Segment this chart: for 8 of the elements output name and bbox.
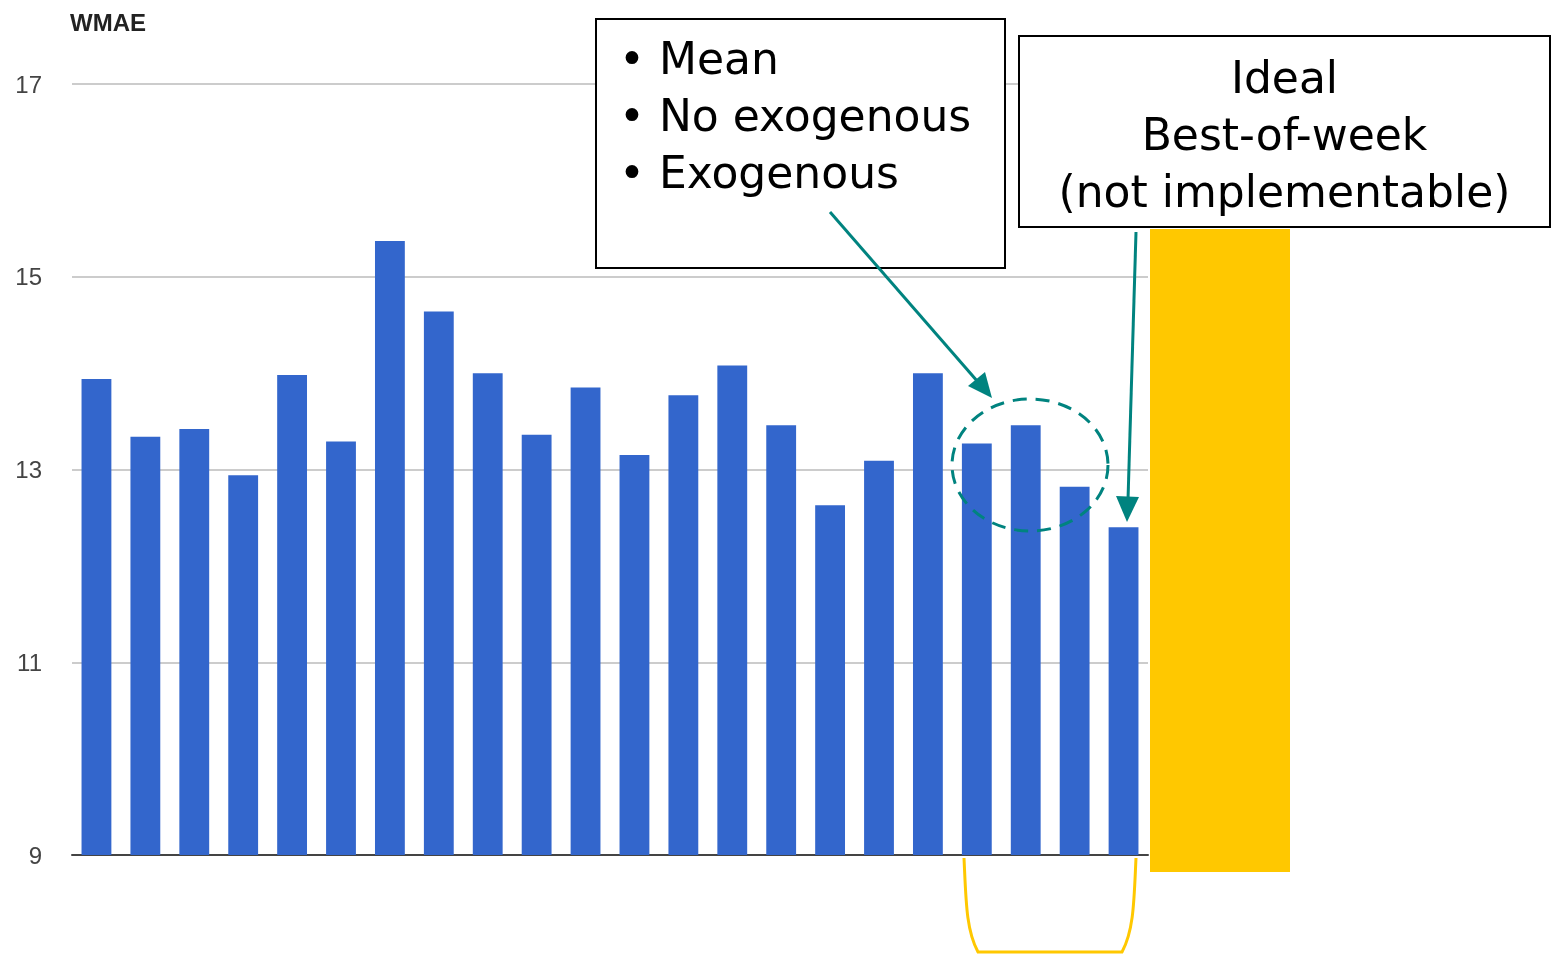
y-tick-label: 9 xyxy=(28,841,42,869)
y-axis-title: WMAE xyxy=(70,8,146,36)
y-tick-label: 13 xyxy=(15,456,42,483)
y-tick-label: 17 xyxy=(15,70,42,98)
y-tick-label: 15 xyxy=(15,263,42,291)
annotation: Ideal Best-of-week (not implementable) xyxy=(1018,35,1551,228)
y-tick-label: 11 xyxy=(17,648,42,676)
annotation: • Mean • No exogenous • Exogenous xyxy=(619,32,973,200)
